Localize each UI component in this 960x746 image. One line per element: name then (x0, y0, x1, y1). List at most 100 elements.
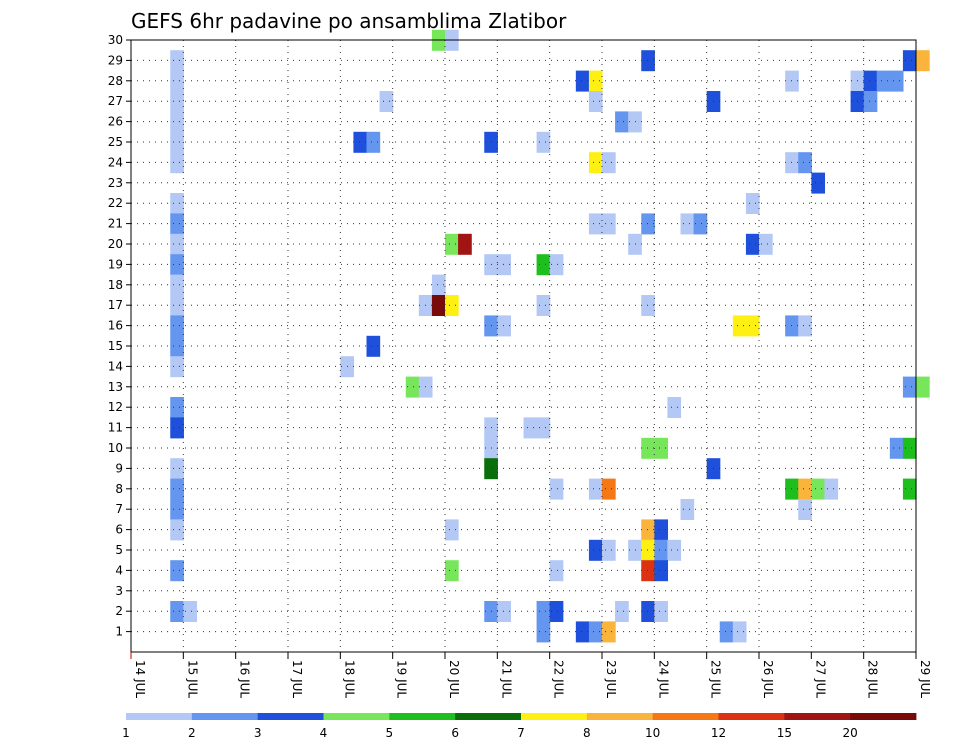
colorbar-label: 12 (711, 726, 726, 740)
heatmap-cell (588, 621, 603, 643)
heatmap-cell (745, 233, 760, 255)
heatmap-cell (602, 478, 616, 500)
heatmap-cell (680, 213, 695, 235)
x-tick-label: 17 JUL (290, 660, 304, 698)
heatmap-cell (602, 539, 616, 561)
heatmap-cell (916, 376, 930, 398)
heatmap-cell (445, 519, 459, 541)
heatmap-cell (549, 478, 564, 500)
x-tick-label: 29 JUL (918, 660, 932, 698)
heatmap-cell (170, 315, 184, 337)
y-tick-label: 24 (108, 155, 123, 169)
heatmap-cell (536, 254, 551, 276)
x-tick-label: 20 JUL (447, 660, 461, 698)
heatmap-cell (798, 315, 812, 337)
heatmap-cell (549, 254, 564, 276)
colorbar-label: 5 (386, 726, 394, 740)
y-tick-label: 30 (108, 33, 123, 47)
heatmap-cell (798, 152, 812, 174)
y-tick-label: 10 (108, 441, 123, 455)
y-tick-label: 13 (108, 380, 123, 394)
x-tick-label: 24 JUL (656, 660, 670, 698)
colorbar-segment (455, 713, 522, 720)
y-tick-label: 26 (108, 115, 123, 129)
heatmap-cell (575, 70, 590, 92)
y-tick-label: 23 (108, 176, 123, 190)
colorbar-segment (389, 713, 456, 720)
x-tick-label: 21 JUL (499, 660, 513, 698)
heatmap-cell (170, 91, 184, 112)
heatmap-cell (641, 519, 655, 541)
heatmap-cell (170, 193, 184, 214)
heatmap-cell (170, 70, 184, 92)
heatmap-cell (785, 70, 799, 92)
heatmap-cell (536, 417, 551, 439)
heatmap-cell (824, 478, 839, 500)
heatmap-cell (431, 274, 446, 296)
y-tick-label: 1 (115, 625, 123, 639)
heatmap-cell (170, 519, 184, 541)
y-tick-label: 18 (108, 278, 123, 292)
heatmap-cell (170, 417, 184, 439)
colorbar-segment (521, 713, 588, 720)
y-tick-label: 29 (108, 53, 123, 67)
y-tick-label: 25 (108, 135, 123, 149)
heatmap-cell (549, 601, 564, 622)
heatmap-cell (445, 233, 459, 255)
heatmap-cell (458, 233, 472, 255)
x-tick-label: 14 JUL (133, 660, 147, 698)
heatmap-cell (902, 437, 917, 459)
heatmap-cell (588, 152, 603, 174)
heatmap-cell (641, 539, 655, 561)
heatmap-cell (170, 335, 184, 357)
y-tick-label: 14 (108, 359, 123, 373)
y-tick-label: 21 (108, 217, 123, 231)
x-tick-label: 15 JUL (185, 660, 199, 698)
heatmap-cell (445, 560, 459, 582)
colorbar-segment (784, 713, 851, 720)
heatmap-cell (170, 274, 184, 296)
heatmap-cell (445, 295, 459, 316)
colorbar-label: 7 (517, 726, 525, 740)
heatmap-cell (497, 601, 512, 622)
heatmap-cell (170, 233, 184, 255)
heatmap-cell (353, 131, 368, 153)
heatmap-cell (654, 539, 669, 561)
heatmap-cell (654, 601, 669, 622)
heatmap-cells (170, 29, 930, 643)
colorbar-segment (718, 713, 785, 720)
colorbar-segment (652, 713, 719, 720)
y-tick-label: 3 (115, 584, 123, 598)
y-tick-label: 7 (115, 502, 123, 516)
heatmap-cell (615, 601, 629, 622)
heatmap-cell (536, 601, 551, 622)
heatmap-cell (170, 478, 184, 500)
heatmap-cell (732, 621, 747, 643)
heatmap-cell (170, 397, 184, 418)
heatmap-cell (889, 437, 904, 459)
heatmap-cell (641, 560, 655, 582)
x-axis: 14 JUL 15 JUL 16 JUL 17 JUL 18 JUL 19 JUL 20 J… (130, 652, 932, 698)
heatmap-cell (785, 315, 799, 337)
y-tick-label: 22 (108, 196, 123, 210)
x-tick-label: 23 JUL (604, 660, 618, 698)
heatmap-cell (654, 437, 669, 459)
y-tick-label: 4 (115, 563, 123, 577)
x-tick-label: 28 JUL (866, 660, 880, 698)
heatmap-cell (170, 152, 184, 174)
heatmap-cell (170, 131, 184, 153)
heatmap-cell (497, 315, 512, 337)
x-tick-label: 22 JUL (552, 660, 566, 698)
colorbar-segment (586, 713, 654, 720)
x-tick-label: 26 JUL (761, 660, 775, 698)
heatmap-cell (170, 50, 184, 72)
plot-frame (130, 39, 917, 653)
y-axis: 1234567891011121314151617181920212223242… (108, 33, 131, 639)
heatmap-cell (811, 172, 826, 194)
y-tick-label: 19 (108, 257, 123, 271)
y-tick-label: 16 (108, 319, 123, 333)
heatmap-cell (641, 213, 655, 235)
heatmap-cell (379, 91, 394, 112)
